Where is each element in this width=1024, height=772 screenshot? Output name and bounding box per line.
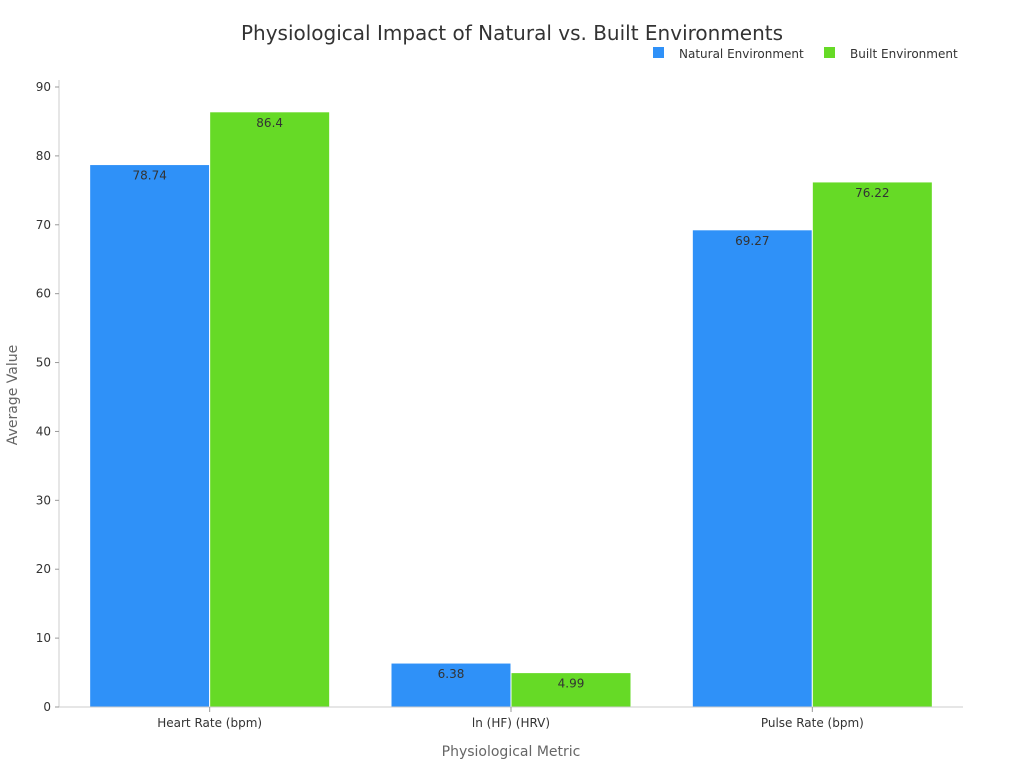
x-tick-label: ln (HF) (HRV) [472, 716, 550, 730]
y-tick-label: 90 [36, 80, 51, 94]
bar [209, 111, 331, 708]
legend-label: Built Environment [850, 47, 958, 61]
x-tick-label: Heart Rate (bpm) [157, 716, 262, 730]
bar [89, 164, 211, 708]
bar [691, 229, 813, 708]
y-tick-label: 70 [36, 218, 51, 232]
data-label: 86.4 [256, 116, 283, 130]
legend-swatch [824, 47, 835, 58]
data-label: 78.74 [132, 169, 166, 183]
bar [390, 662, 512, 708]
y-tick-label: 0 [43, 700, 51, 714]
x-tick-label: Pulse Rate (bpm) [761, 716, 864, 730]
bar [510, 672, 632, 708]
data-label: 6.38 [438, 667, 465, 681]
legend-label: Natural Environment [679, 47, 804, 61]
y-tick-label: 20 [36, 562, 51, 576]
data-label: 69.27 [735, 234, 769, 248]
y-tick-label: 80 [36, 149, 51, 163]
y-tick-label: 40 [36, 424, 51, 438]
y-tick-label: 10 [36, 631, 51, 645]
axes: 0 10 20 30 40 50 60 70 80 90 Heart Rate (bpm) ln (H… [36, 80, 963, 730]
x-axis-label: Physiological Metric [442, 744, 581, 760]
bars: 78.74 86.4 6.38 4.99 69.27 76.22 [89, 111, 933, 708]
y-axis-label: Average Value [5, 345, 21, 445]
data-label: 76.22 [855, 186, 889, 200]
y-tick-label: 60 [36, 287, 51, 301]
bar [811, 181, 933, 708]
legend: Natural Environment Built Environment [653, 47, 958, 61]
y-tick-label: 50 [36, 356, 51, 370]
chart-title: Physiological Impact of Natural vs. Buil… [241, 21, 783, 45]
legend-swatch [653, 47, 664, 58]
data-label: 4.99 [558, 677, 585, 691]
y-tick-label: 30 [36, 493, 51, 507]
